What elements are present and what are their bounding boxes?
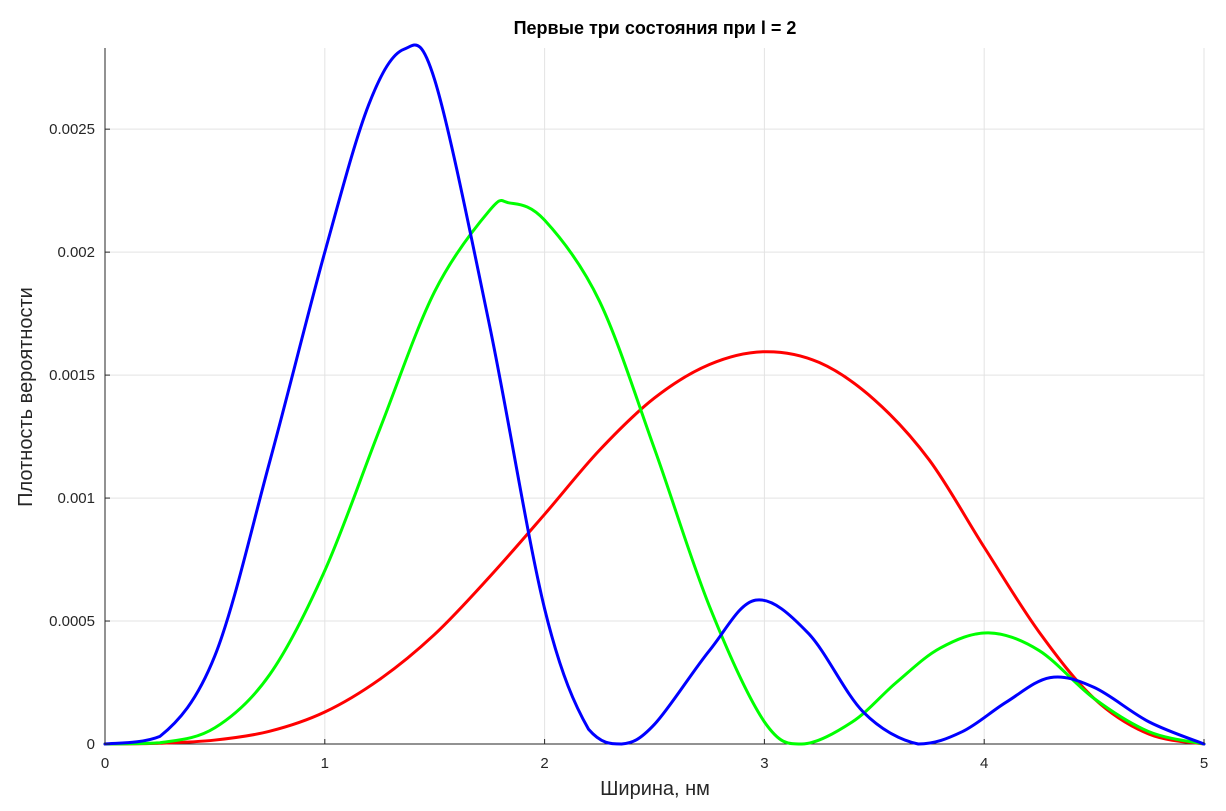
y-tick-label: 0.001 xyxy=(57,490,95,507)
y-tick-label: 0.002 xyxy=(57,244,95,261)
x-tick-label: 3 xyxy=(760,755,768,772)
grid xyxy=(105,48,1205,744)
y-tick-label: 0.0025 xyxy=(49,121,95,138)
x-tick-label: 0 xyxy=(101,755,109,772)
y-axis-label: Плотность вероятности xyxy=(15,287,37,507)
y-tick-label: 0.0005 xyxy=(49,613,95,630)
axes xyxy=(104,48,1204,745)
x-tick-label: 2 xyxy=(540,755,548,772)
y-tick-label: 0.0015 xyxy=(49,367,95,384)
x-axis-label: Ширина, нм xyxy=(600,778,710,800)
chart-title: Первые три состояния при l = 2 xyxy=(514,18,797,38)
series-line-2 xyxy=(103,198,1206,746)
x-tick-label: 5 xyxy=(1200,755,1208,772)
tick-group: 0 1 2 3 4 5 0 0.0005 0.001 0.0015 0.002 0.0025 xyxy=(49,121,1208,772)
series-line-3 xyxy=(103,43,1206,746)
series-group xyxy=(103,43,1206,746)
y-tick-label: 0 xyxy=(87,736,95,753)
series-line-1 xyxy=(103,350,1206,746)
x-tick-label: 4 xyxy=(980,755,988,772)
x-tick-label: 1 xyxy=(321,755,329,772)
